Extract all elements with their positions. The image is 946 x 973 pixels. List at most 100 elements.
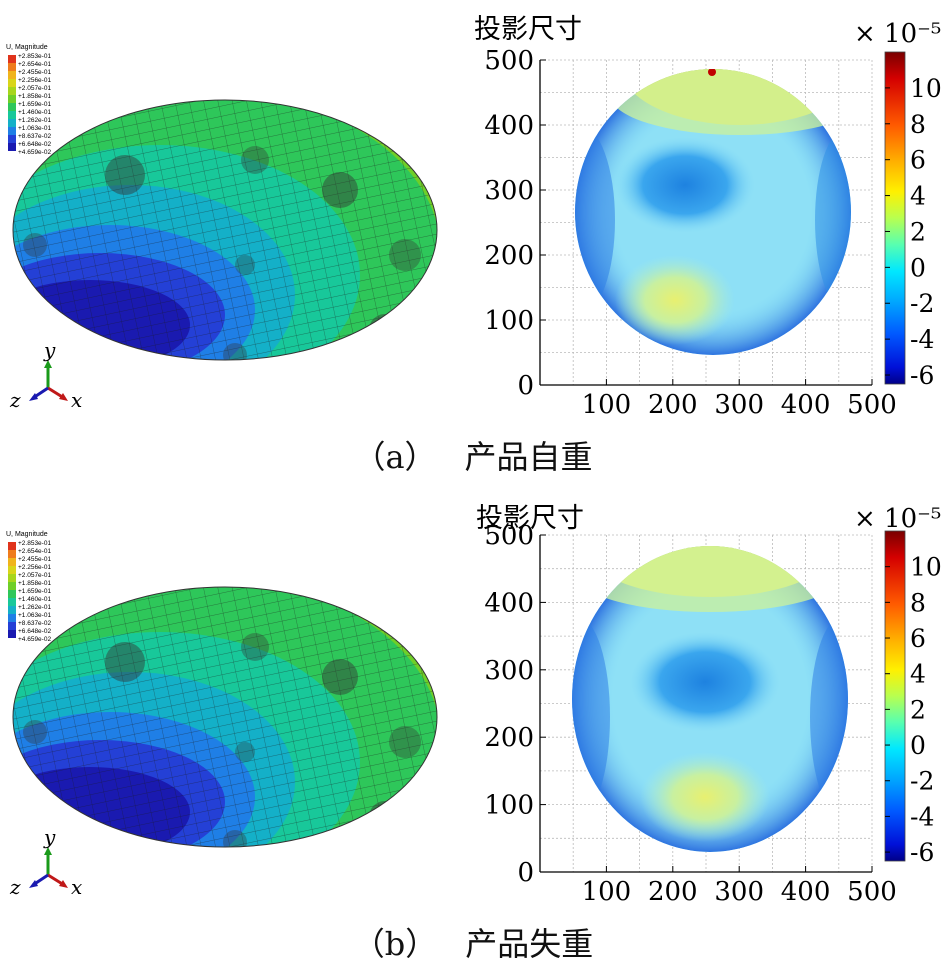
caption-label: （b） bbox=[352, 925, 438, 963]
x-tick-label: 400 bbox=[781, 877, 831, 907]
legend-value: +2.654e-01 bbox=[18, 61, 51, 68]
fea-legend: U, Magnitude +2.853e-01+2.654e-01+2.455e… bbox=[6, 44, 51, 156]
legend-swatch bbox=[8, 95, 16, 103]
x-tick-label: 400 bbox=[781, 390, 831, 420]
fea-model-view: U, Magnitude +2.853e-01+2.654e-01+2.455e… bbox=[6, 531, 438, 899]
colorbar-tick-label: -2 bbox=[910, 767, 934, 796]
y-tick-label: 300 bbox=[484, 656, 534, 686]
legend-value: +1.262e-01 bbox=[18, 117, 51, 124]
legend-swatch bbox=[8, 143, 16, 151]
caption-text: 产品失重 bbox=[465, 925, 594, 963]
x-tick-label: 200 bbox=[648, 390, 698, 420]
colorbar-tick-label: 0 bbox=[910, 731, 926, 760]
colorbar-tick-label: 6 bbox=[910, 146, 926, 175]
axis-z-label: z bbox=[9, 875, 21, 899]
legend-swatch bbox=[8, 119, 16, 127]
legend-swatch bbox=[8, 582, 16, 590]
x-tick-label: 500 bbox=[847, 877, 897, 907]
legend-swatch bbox=[8, 574, 16, 582]
colorbar-exponent: × 10⁻⁵ bbox=[854, 504, 941, 534]
heatmap-field bbox=[572, 546, 848, 852]
colorbar: × 10⁻⁵ 10 8 6 4 2 0 -2 -4 -6 bbox=[854, 504, 942, 867]
colorbar-tick-label: 10 bbox=[910, 74, 942, 103]
colorbar-tick-label: 2 bbox=[910, 217, 926, 246]
legend-value: +1.063e-01 bbox=[18, 612, 51, 619]
x-tick-label: 200 bbox=[648, 877, 698, 907]
legend-value: +1.659e-01 bbox=[18, 588, 51, 595]
axis-triad: y z x bbox=[9, 825, 82, 899]
axis-triad: y z x bbox=[9, 338, 82, 412]
colorbar-tick-label: 6 bbox=[910, 624, 926, 653]
legend-swatch bbox=[8, 71, 16, 79]
y-tick-label: 300 bbox=[484, 176, 534, 206]
legend-value: +1.460e-01 bbox=[18, 109, 51, 116]
legend-value: +2.853e-01 bbox=[18, 540, 51, 547]
y-tick-label: 200 bbox=[484, 241, 534, 271]
legend-swatch bbox=[8, 542, 16, 550]
legend-value: +1.858e-01 bbox=[18, 580, 51, 587]
legend-value: +2.057e-01 bbox=[18, 572, 51, 579]
colorbar-tick-label: -4 bbox=[910, 802, 934, 831]
legend-swatch bbox=[8, 558, 16, 566]
legend-title: U, Magnitude bbox=[6, 531, 48, 538]
legend-value: +1.659e-01 bbox=[18, 101, 51, 108]
legend-title: U, Magnitude bbox=[6, 44, 48, 51]
legend-swatch bbox=[8, 606, 16, 614]
colorbar-tick-label: 10 bbox=[910, 553, 942, 582]
legend-value: +2.455e-01 bbox=[18, 556, 51, 563]
colorbar-tick-label: -4 bbox=[910, 325, 934, 354]
y-tick-label: 100 bbox=[484, 306, 534, 336]
chart-title: 投影尺寸 bbox=[474, 14, 582, 45]
legend-swatch bbox=[8, 87, 16, 95]
colorbar-tick-label: -2 bbox=[910, 289, 934, 318]
x-tick-label: 300 bbox=[714, 877, 764, 907]
y-tick-label: 0 bbox=[517, 858, 534, 888]
heatmap-field bbox=[575, 69, 851, 355]
caption-b: （b） 产品失重 bbox=[0, 919, 946, 965]
caption-a: （a） 产品自重 bbox=[0, 432, 946, 478]
legend-value: +2.256e-01 bbox=[18, 564, 51, 571]
colorbar-tick-label: 4 bbox=[910, 660, 926, 689]
fea-disc bbox=[13, 587, 437, 847]
legend-swatch bbox=[8, 79, 16, 87]
y-tick-label: 200 bbox=[484, 723, 534, 753]
axis-y-label: y bbox=[43, 338, 56, 362]
legend-value: +2.057e-01 bbox=[18, 85, 51, 92]
y-ticks: 0 100 200 300 400 500 bbox=[484, 521, 546, 888]
panel-a: U, Magnitude +2.853e-01 +2.654e-01 +2.455e… bbox=[0, 0, 946, 486]
legend-swatch bbox=[8, 566, 16, 574]
legend-swatch bbox=[8, 127, 16, 135]
legend-value: +1.858e-01 bbox=[18, 93, 51, 100]
fea-disc bbox=[13, 100, 437, 360]
legend-value: +2.853e-01 bbox=[18, 53, 51, 60]
axis-y-label: y bbox=[43, 825, 56, 849]
legend-swatch bbox=[8, 622, 16, 630]
colorbar-tick-label: 0 bbox=[910, 253, 926, 282]
legend-value: +6.648e-02 bbox=[18, 628, 51, 635]
x-ticks: 100 200 300 400 500 bbox=[582, 866, 897, 907]
y-tick-label: 500 bbox=[484, 46, 534, 76]
legend-value: +1.460e-01 bbox=[18, 596, 51, 603]
panel-b: U, Magnitude +2.853e-01 +2.654e-01 +2.455e… bbox=[0, 487, 946, 973]
legend-swatch bbox=[8, 63, 16, 71]
caption-label: （a） bbox=[353, 438, 437, 476]
colorbar-exponent: × 10⁻⁵ bbox=[854, 19, 941, 49]
legend-swatch bbox=[8, 630, 16, 638]
colorbar-tick-label: 4 bbox=[910, 182, 926, 211]
legend-swatch bbox=[8, 590, 16, 598]
y-tick-label: 400 bbox=[484, 111, 534, 141]
plot-axes bbox=[539, 60, 872, 386]
chart-title: 投影尺寸 bbox=[476, 503, 584, 534]
y-tick-label: 500 bbox=[484, 521, 534, 551]
axis-z-label: z bbox=[9, 388, 21, 412]
fea-legend: U, Magnitude +2.853e-01+2.654e-01+2.455e… bbox=[6, 531, 51, 643]
legend-swatch bbox=[8, 598, 16, 606]
axis-x-label: x bbox=[71, 875, 82, 899]
y-tick-label: 0 bbox=[517, 371, 534, 401]
legend-swatch bbox=[8, 103, 16, 111]
x-tick-label: 300 bbox=[714, 390, 764, 420]
legend-swatch bbox=[8, 614, 16, 622]
colorbar-tick-label: 8 bbox=[910, 588, 926, 617]
